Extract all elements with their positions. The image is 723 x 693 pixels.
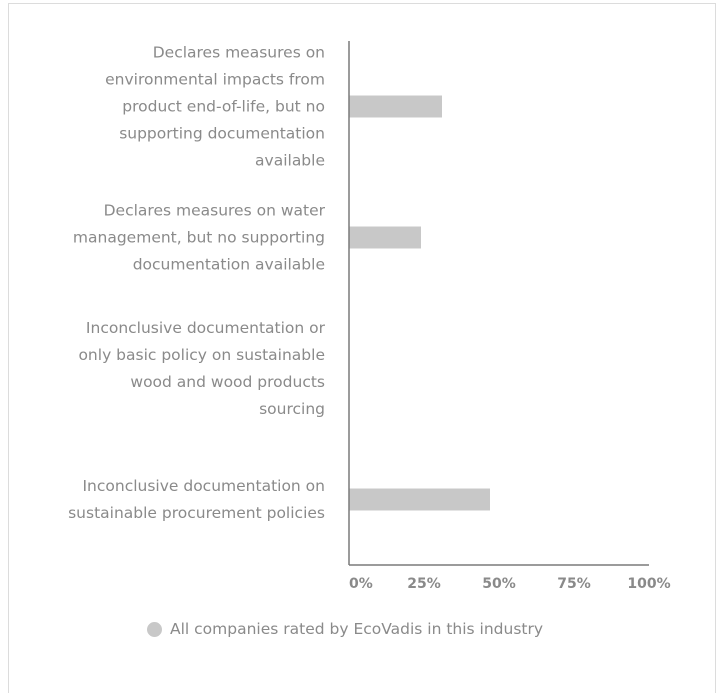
category-label-line: Declares measures on water: [104, 202, 326, 220]
category-label-1: Declares measures on environmental impact…: [105, 44, 325, 170]
x-tick-labels: 0% 25% 50% 75% 100%: [349, 576, 671, 592]
category-label-line: product end-of-life, but no: [122, 98, 325, 116]
bar-4: [349, 488, 490, 511]
category-label-line: Inconclusive documentation or: [86, 319, 326, 337]
category-label-line: environmental impacts from: [105, 71, 325, 89]
x-tick-label: 100%: [627, 576, 670, 592]
category-label-line: only basic policy on sustainable: [78, 346, 325, 364]
x-tick-label: 25%: [407, 576, 441, 592]
category-label-2: Declares measures on water management, bu…: [73, 202, 326, 274]
legend-label: All companies rated by EcoVadis in this …: [170, 620, 544, 638]
category-label-line: Declares measures on: [153, 44, 325, 62]
legend: All companies rated by EcoVadis in this …: [147, 620, 543, 638]
category-label-line: Inconclusive documentation on: [82, 477, 325, 495]
category-labels: Declares measures on environmental impact…: [68, 44, 326, 523]
bar-1: [349, 95, 442, 118]
x-tick-label: 0%: [349, 576, 373, 592]
category-label-4: Inconclusive documentation on sustainable…: [68, 477, 325, 522]
category-label-line: wood and wood products: [130, 373, 325, 391]
category-label-3: Inconclusive documentation or only basic …: [78, 319, 325, 418]
chart-frame: [8, 3, 716, 693]
bar-2: [349, 226, 421, 249]
category-label-line: management, but no supporting: [73, 229, 325, 247]
category-label-line: available: [255, 152, 325, 170]
category-label-line: sustainable procurement policies: [68, 504, 325, 522]
x-tick-label: 75%: [557, 576, 591, 592]
bars: [349, 95, 490, 511]
category-label-line: documentation available: [133, 256, 325, 274]
legend-marker: [147, 621, 162, 637]
category-label-line: supporting documentation: [119, 125, 325, 143]
category-label-line: sourcing: [259, 400, 325, 418]
x-tick-label: 50%: [482, 576, 516, 592]
